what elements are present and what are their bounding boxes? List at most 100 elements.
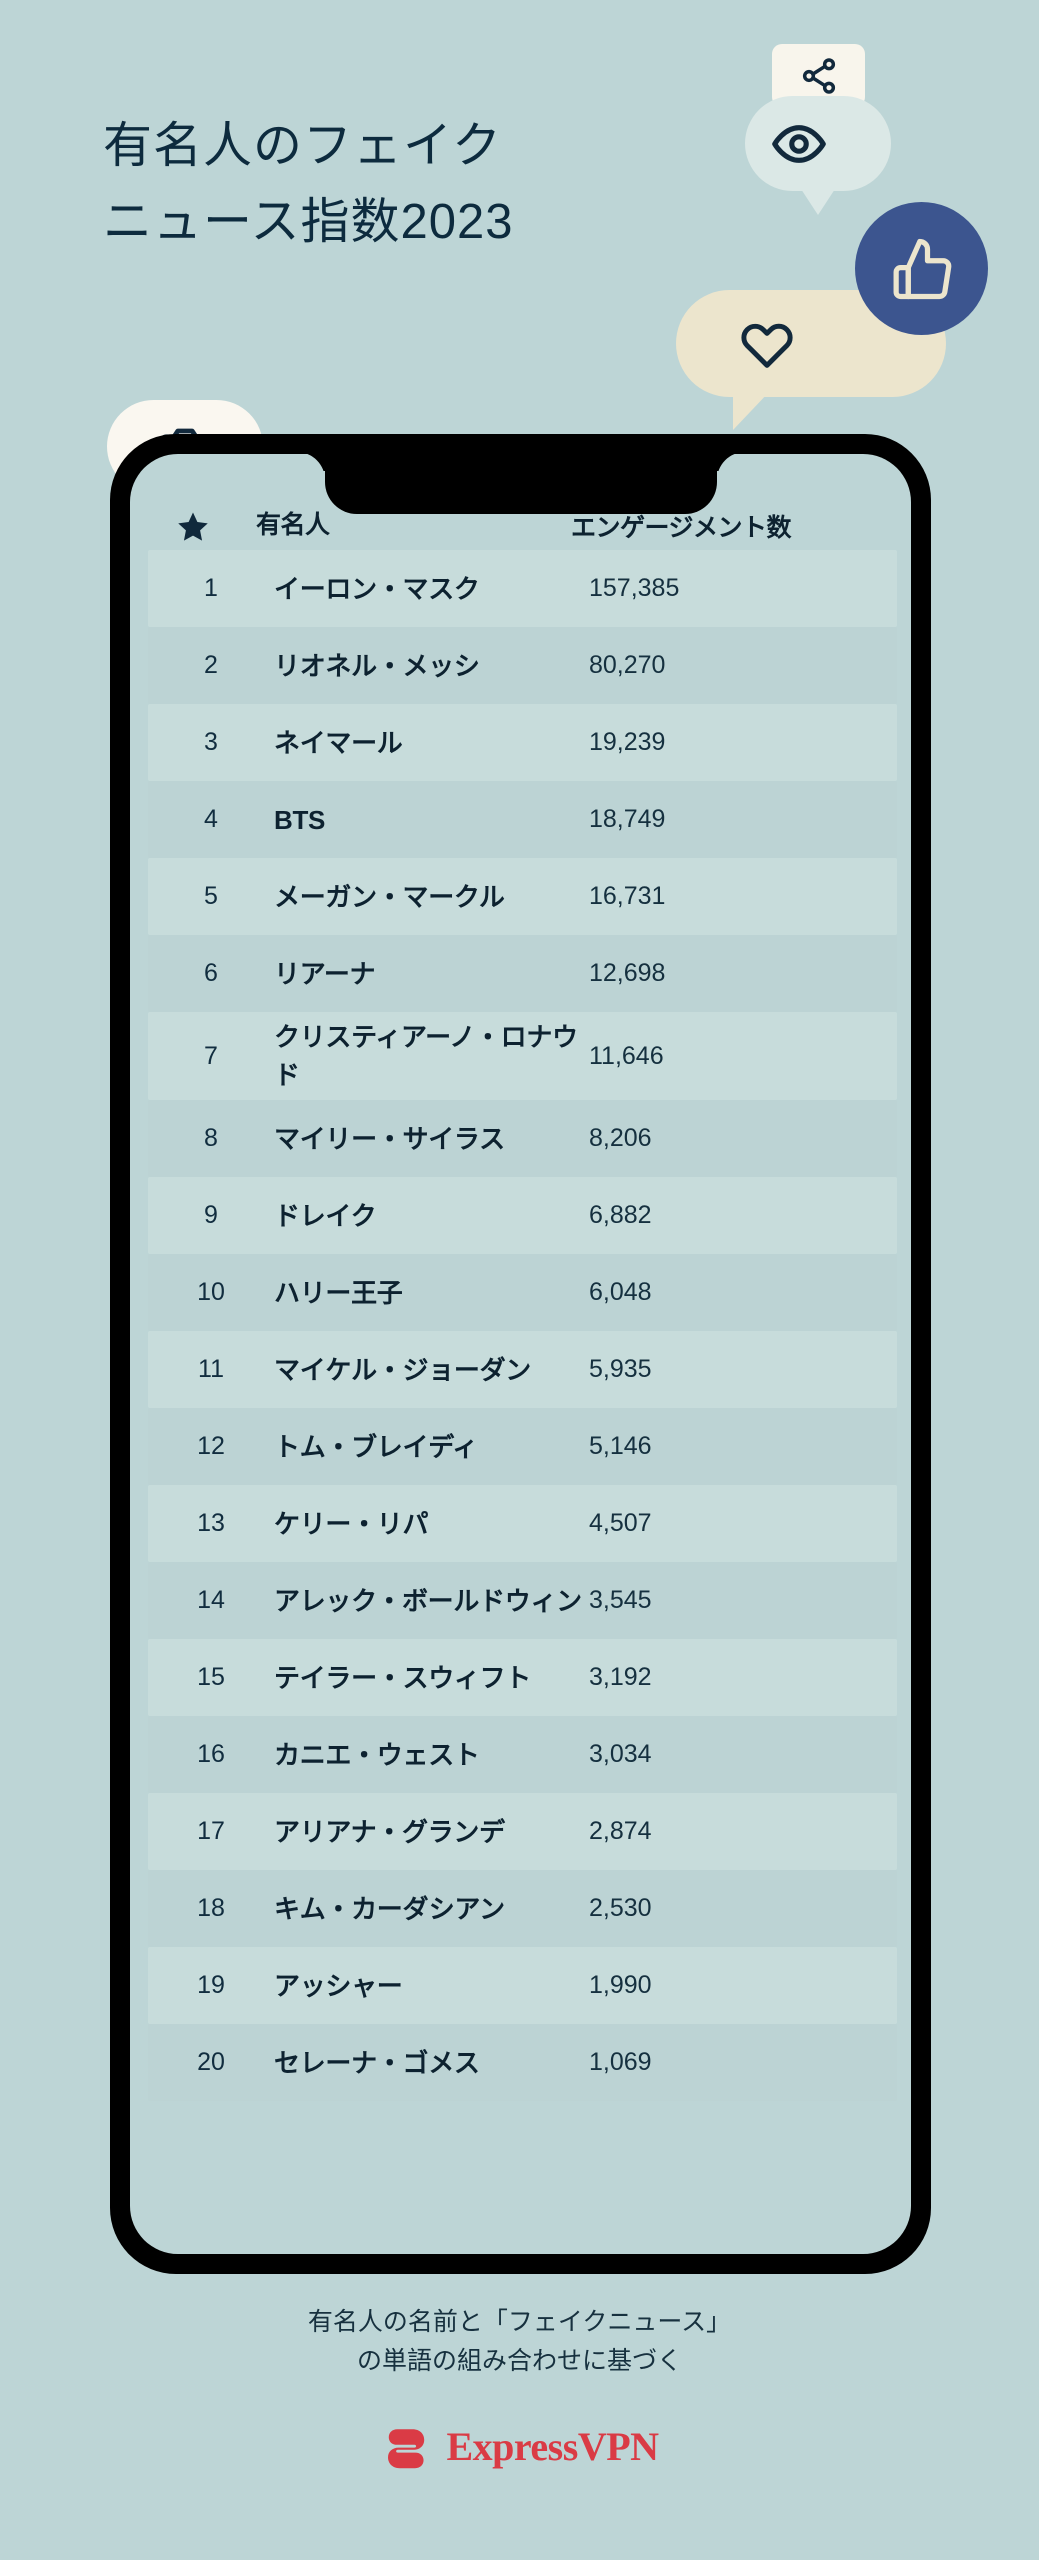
row-engagement-count: 2,530 [589,1894,652,1922]
row-engagement-count: 4,507 [589,1509,652,1537]
row-engagement-count: 3,545 [589,1586,652,1614]
row-celebrity-name: トム・ブレイディ [274,1431,478,1462]
row-engagement-count: 16,731 [589,882,666,910]
table-row: 14 アレック・ボールドウィン 3,545 [148,1562,897,1639]
row-rank: 12 [197,1432,225,1460]
row-engagement-count: 1,990 [589,1971,652,1999]
row-celebrity-name: カニエ・ウェスト [274,1739,480,1770]
table-row: 6 リアーナ 12,698 [148,935,897,1012]
footnote-line-2: の単語の組み合わせに基づく [356,2347,682,2375]
share-icon [802,57,835,94]
table-body: 1 イーロン・マスク 157,385 2 リオネル・メッシ 80,270 3 ネイマール 19,… [130,550,911,2101]
row-celebrity-name: ドレイク [274,1200,377,1231]
phone-notch [324,454,717,514]
row-engagement-count: 3,192 [589,1663,652,1691]
row-rank: 9 [204,1201,218,1229]
row-rank: 15 [197,1663,225,1691]
row-celebrity-name: キム・カーダシアン [274,1893,505,1924]
row-rank: 18 [197,1894,225,1922]
row-engagement-count: 11,646 [589,1041,664,1070]
table-row: 3 ネイマール 19,239 [148,704,897,781]
row-engagement-count: 12,698 [589,959,666,987]
heart-icon [741,323,793,368]
row-celebrity-name: マイリー・サイラス [274,1123,505,1154]
row-engagement-count: 6,048 [589,1278,652,1306]
row-rank: 16 [197,1740,225,1768]
thumbs-up-badge [855,202,988,335]
row-rank: 11 [198,1355,224,1383]
bubble-tail [733,392,769,430]
row-celebrity-name: マイケル・ジョーダン [274,1354,532,1385]
table-row: 17 アリアナ・グランデ 2,874 [148,1793,897,1870]
row-celebrity-name: ハリー王子 [274,1277,403,1308]
row-rank: 4 [204,805,218,833]
phone-screen: 有名人 エンゲージメント数 1 イーロン・マスク 157,385 2 リオネル・メッシ 8… [130,454,911,2254]
row-engagement-count: 2,874 [589,1817,652,1845]
star-icon [178,512,208,541]
footnote: 有名人の名前と「フェイクニュース」 の単語の組み合わせに基づく [0,2303,1039,2381]
row-celebrity-name: アッシャー [274,1970,403,2001]
page-title: 有名人のフェイク ニュース指数2023 [103,108,723,260]
row-rank: 20 [197,2048,225,2076]
eye-icon [772,124,826,163]
row-celebrity-name: セレーナ・ゴメス [274,2047,480,2078]
rank-column-header [130,510,256,544]
footnote-line-1: 有名人の名前と「フェイクニュース」 [307,2308,732,2336]
title-line-1: 有名人のフェイク [103,119,503,173]
table-row: 7 クリスティアーノ・ロナウド 11,646 [148,1012,897,1100]
row-rank: 7 [204,1041,218,1070]
row-engagement-count: 18,749 [589,805,666,833]
row-celebrity-name: テイラー・スウィフト [274,1662,532,1693]
expressvpn-logo[interactable]: ExpressVPN [0,2420,1039,2472]
table-row: 9 ドレイク 6,882 [148,1177,897,1254]
bubble-tail [801,189,835,215]
row-celebrity-name: アレック・ボールドウィン [274,1585,582,1616]
row-engagement-count: 1,069 [589,2048,652,2076]
row-celebrity-name: メーガン・マークル [274,881,505,912]
title-line-2: ニュース指数2023 [103,195,514,249]
expressvpn-wordmark: ExpressVPN [446,2423,659,2469]
heart-bubble [676,290,946,430]
row-rank: 2 [204,651,218,679]
row-celebrity-name: リオネル・メッシ [274,650,480,681]
row-engagement-count: 5,935 [589,1355,652,1383]
row-celebrity-name: クリスティアーノ・ロナウド [274,1022,578,1090]
row-celebrity-name: リアーナ [274,958,376,989]
row-engagement-count: 8,206 [589,1124,652,1152]
row-rank: 1 [204,574,218,602]
row-rank: 6 [204,959,218,987]
row-celebrity-name: ネイマール [274,727,403,758]
row-rank: 3 [204,728,218,756]
row-engagement-count: 6,882 [589,1201,652,1229]
table-row: 2 リオネル・メッシ 80,270 [148,627,897,704]
row-rank: 5 [204,882,218,910]
table-row: 15 テイラー・スウィフト 3,192 [148,1639,897,1716]
row-rank: 17 [197,1817,225,1845]
table-row: 8 マイリー・サイラス 8,206 [148,1100,897,1177]
row-celebrity-name: BTS [274,804,326,835]
row-celebrity-name: ケリー・リパ [274,1508,429,1539]
row-engagement-count: 157,385 [589,574,680,602]
row-rank: 13 [197,1509,225,1537]
name-column-header: 有名人 [256,511,330,539]
thumbs-up-icon [893,238,951,299]
table-row: 18 キム・カーダシアン 2,530 [148,1870,897,1947]
phone-mockup: 有名人 エンゲージメント数 1 イーロン・マスク 157,385 2 リオネル・メッシ 8… [110,434,931,2274]
table-row: 11 マイケル・ジョーダン 5,935 [148,1331,897,1408]
row-rank: 8 [204,1124,218,1152]
row-engagement-count: 19,239 [589,728,666,756]
table-row: 1 イーロン・マスク 157,385 [148,550,897,627]
ranking-table: 有名人 エンゲージメント数 1 イーロン・マスク 157,385 2 リオネル・メッシ 8… [130,454,911,2101]
row-rank: 14 [197,1586,225,1614]
row-celebrity-name: アリアナ・グランデ [274,1816,505,1847]
eye-bubble [745,96,891,215]
row-engagement-count: 80,270 [589,651,666,679]
table-row: 12 トム・ブレイディ 5,146 [148,1408,897,1485]
table-row: 5 メーガン・マークル 16,731 [148,858,897,935]
row-rank: 10 [197,1278,225,1306]
table-row: 19 アッシャー 1,990 [148,1947,897,2024]
engagement-column-header: エンゲージメント数 [571,514,792,542]
row-engagement-count: 3,034 [589,1740,652,1768]
table-row: 10 ハリー王子 6,048 [148,1254,897,1331]
table-row: 16 カニエ・ウェスト 3,034 [148,1716,897,1793]
